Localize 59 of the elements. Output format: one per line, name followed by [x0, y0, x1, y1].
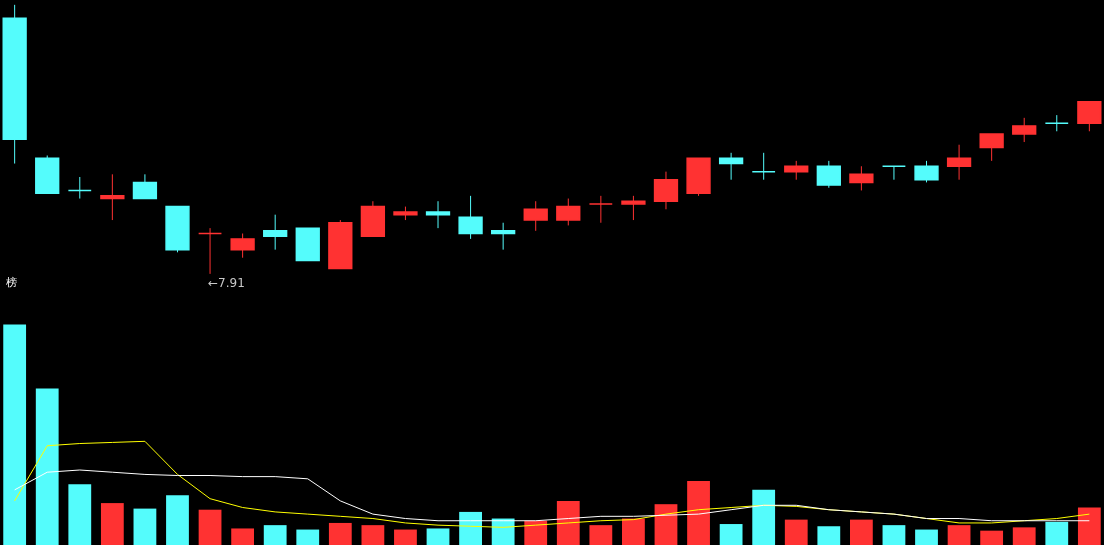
- text: ←7.91: [208, 275, 245, 290]
- bar: [817, 526, 841, 545]
- bar: [980, 530, 1004, 545]
- candlestick: [263, 214, 288, 251]
- candlestick: [67, 176, 92, 200]
- candlestick: [979, 133, 1004, 162]
- candlestick: [556, 198, 581, 226]
- candlestick: [491, 222, 516, 251]
- bar: [100, 503, 124, 545]
- candlestick: [621, 195, 646, 221]
- candlestick: [653, 171, 679, 210]
- bar: [622, 518, 645, 545]
- candlestick: [100, 173, 125, 221]
- candlestick: [751, 152, 776, 181]
- candlestick: [881, 165, 907, 181]
- bar: [459, 511, 482, 545]
- bar: [654, 504, 678, 545]
- bar: [68, 484, 92, 545]
- bar: [849, 519, 873, 545]
- candlestick: [914, 160, 939, 183]
- candlestick: [523, 200, 548, 232]
- candlestick: [458, 195, 483, 240]
- candlestick: [1012, 117, 1037, 143]
- bar: [1077, 507, 1101, 545]
- candlestick: [588, 195, 613, 224]
- bar: [231, 528, 255, 545]
- candlestick: [718, 152, 744, 181]
- bar: [328, 522, 352, 545]
- bar: [687, 481, 710, 545]
- text: 榜: [6, 276, 17, 289]
- bar: [784, 519, 808, 545]
- candlestick: [132, 173, 158, 200]
- candlestick: [946, 144, 972, 181]
- candlestick: [1077, 100, 1102, 132]
- bar: [589, 525, 613, 545]
- bar: [1012, 527, 1036, 545]
- bar: [915, 529, 938, 545]
- bar: [35, 388, 59, 545]
- bar: [556, 500, 580, 545]
- bar: [752, 489, 776, 545]
- candlestick: [849, 165, 874, 191]
- candlestick: [425, 200, 451, 229]
- candlestick: [197, 227, 223, 275]
- bar: [3, 324, 27, 545]
- bar: [426, 528, 450, 545]
- bar: [394, 529, 417, 545]
- bar: [719, 524, 743, 545]
- bar: [882, 525, 906, 545]
- bar: [947, 525, 971, 545]
- candlestick: [230, 233, 255, 259]
- bar: [133, 508, 157, 545]
- bar: [524, 520, 548, 545]
- candlestick: [816, 160, 841, 189]
- bar: [263, 525, 287, 545]
- bar: [361, 525, 385, 545]
- bar: [1045, 521, 1069, 545]
- bar: [198, 509, 222, 545]
- bar: [166, 495, 189, 545]
- bar: [296, 529, 320, 545]
